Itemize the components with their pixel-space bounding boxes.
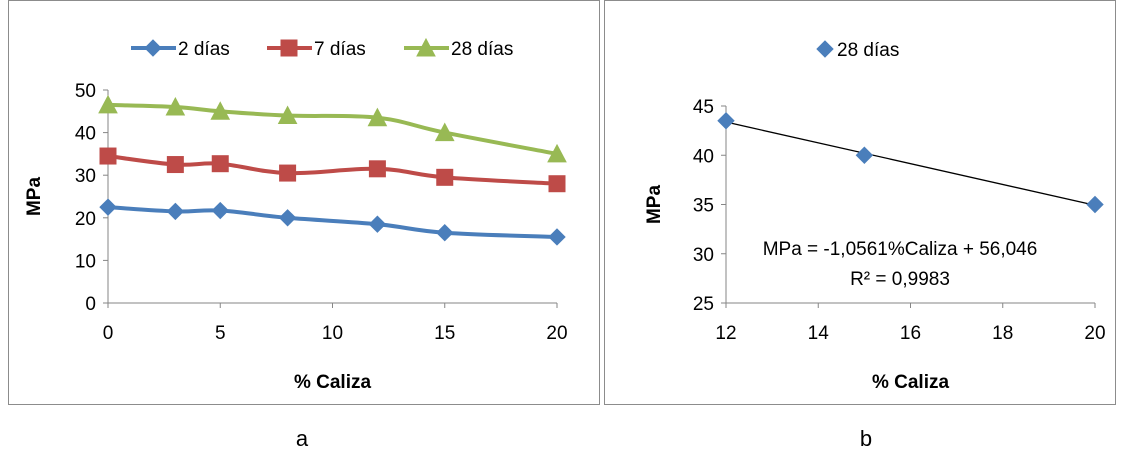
y-tick-label: 35 <box>693 196 714 217</box>
x-axis-title: % Caliza <box>872 372 950 393</box>
y-tick-label: 40 <box>693 146 714 167</box>
x-tick-label: 15 <box>434 323 455 344</box>
data-point <box>98 94 118 114</box>
legend-marker <box>416 37 436 57</box>
x-tick-label: 18 <box>992 323 1013 344</box>
caption-b: b <box>859 426 873 451</box>
y-tick-label: 50 <box>75 81 96 102</box>
x-tick-label: 0 <box>103 323 114 344</box>
y-tick-label: 40 <box>75 124 96 145</box>
data-point <box>165 96 186 116</box>
y-axis-title: MPa <box>644 185 665 225</box>
legend-marker <box>280 39 298 57</box>
data-point <box>166 156 184 174</box>
y-tick-label: 20 <box>75 209 96 230</box>
data-point <box>166 202 185 221</box>
legend-label: 28 días <box>837 40 899 61</box>
data-point <box>548 175 566 193</box>
chart-panel-a: 0 10 20 30 40 50 0 5 10 15 20 % Caliza MPa 2 días 7 dí… <box>8 0 600 405</box>
trendline-equation: MPa = -1,0561%Caliza + 56,046 <box>763 239 1038 260</box>
legend-marker <box>144 39 162 57</box>
data-point <box>279 164 297 182</box>
data-point <box>368 160 386 178</box>
data-point <box>717 112 735 130</box>
data-point <box>210 101 231 120</box>
data-point <box>1086 195 1104 214</box>
legend-label: 2 días <box>178 39 230 60</box>
legend-label: 7 días <box>314 39 366 60</box>
y-tick-label: 30 <box>75 166 96 187</box>
y-axis-title: MPa <box>24 177 45 217</box>
scatter-chart-b: 25 30 35 40 45 12 14 16 18 20 % Caliza MPa 28 días MP… <box>644 40 1106 393</box>
data-point <box>99 198 117 216</box>
x-tick-label: 20 <box>1084 323 1105 344</box>
data-point <box>855 146 874 164</box>
x-tick-label: 12 <box>715 323 736 344</box>
data-point <box>436 224 454 242</box>
data-point <box>99 147 117 165</box>
data-point <box>211 201 229 220</box>
x-tick-label: 20 <box>546 323 567 344</box>
data-point <box>434 122 455 142</box>
x-tick-label: 14 <box>808 323 830 344</box>
data-point <box>368 215 387 233</box>
data-point <box>436 168 454 186</box>
y-tick-label: 10 <box>75 251 96 272</box>
legend-label: 28 días <box>451 39 513 60</box>
y-tick-label: 45 <box>693 97 714 118</box>
line-chart-a: 0 10 20 30 40 50 0 5 10 15 20 % Caliza MPa 2 días 7 dí… <box>24 37 568 393</box>
x-tick-label: 5 <box>215 323 226 344</box>
data-point <box>548 228 566 246</box>
data-point <box>277 105 298 125</box>
y-tick-label: 25 <box>693 294 714 315</box>
data-point <box>211 155 229 173</box>
legend-marker <box>816 40 834 58</box>
x-tick-label: 16 <box>900 323 921 344</box>
y-tick-label: 30 <box>693 245 714 266</box>
data-point <box>278 209 297 227</box>
caption-a: a <box>295 426 309 451</box>
y-tick-label: 0 <box>85 294 96 315</box>
r-squared-label: R² = 0,9983 <box>850 269 950 290</box>
data-point <box>547 143 567 163</box>
data-point <box>367 107 388 127</box>
trendline <box>725 121 1096 206</box>
x-tick-label: 10 <box>322 323 343 344</box>
chart-panel-b: 25 30 35 40 45 12 14 16 18 20 % Caliza MPa 28 días MP… <box>604 0 1116 405</box>
x-axis-title: % Caliza <box>294 372 372 393</box>
